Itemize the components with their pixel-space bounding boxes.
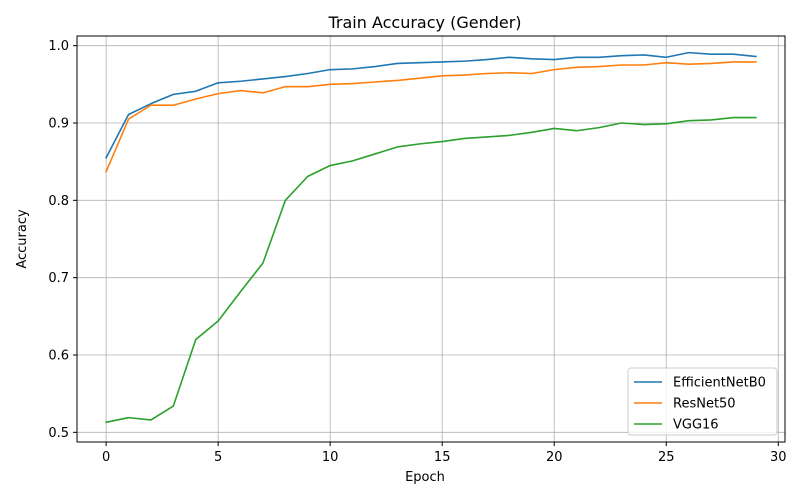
series-line-efficientnetb0 <box>105 51 757 159</box>
y-tick-label: 1.0 <box>48 39 69 54</box>
grid <box>77 36 785 442</box>
x-tick-label: 5 <box>214 450 222 465</box>
y-tick-label: 0.5 <box>48 426 69 441</box>
legend-box <box>627 367 778 436</box>
legend-label-vgg16: VGG16 <box>673 418 719 433</box>
x-axis-title: Epoch <box>405 470 445 485</box>
series-layer <box>105 51 757 424</box>
series-line-resnet50 <box>105 61 757 173</box>
x-tick-label: 10 <box>322 450 339 465</box>
y-tick-label: 0.7 <box>48 271 69 286</box>
y-axis-title: Accuracy <box>15 209 30 269</box>
series-line-vgg16 <box>105 116 757 424</box>
x-tick-label: 0 <box>102 450 110 465</box>
y-tick-label: 0.8 <box>48 194 69 209</box>
legend: EfficientNetB0 ResNet50 VGG16 <box>627 367 778 436</box>
x-tick-label: 25 <box>658 450 675 465</box>
y-tick-label: 0.9 <box>48 117 69 132</box>
axis-ticks: 0 5 10 15 20 25 30 0.5 0.6 0.7 0.8 0.9 1.0 <box>48 39 786 465</box>
legend-label-resnet50: ResNet50 <box>673 397 736 412</box>
x-tick-label: 30 <box>770 450 787 465</box>
x-tick-label: 15 <box>434 450 451 465</box>
plot-frame <box>76 35 786 443</box>
y-tick-label: 0.6 <box>48 349 69 364</box>
legend-label-efficientnetb0: EfficientNetB0 <box>673 376 766 391</box>
x-tick-label: 20 <box>546 450 563 465</box>
chart-title: Train Accuracy (Gender) <box>327 13 521 32</box>
